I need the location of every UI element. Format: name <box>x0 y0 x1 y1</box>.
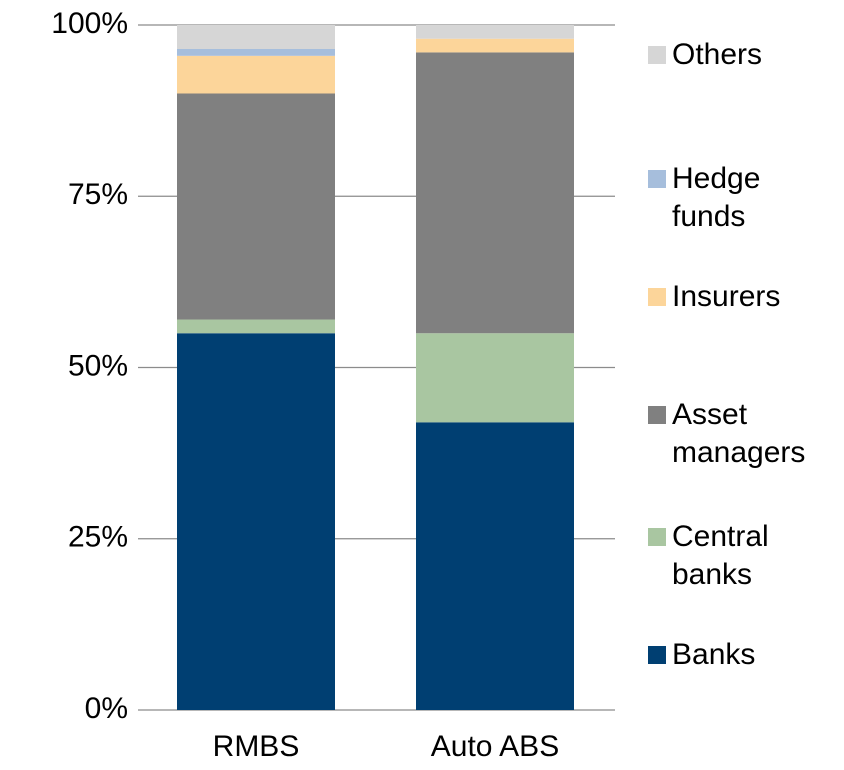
bar-segment <box>416 52 574 334</box>
legend-swatch <box>648 46 666 64</box>
bar-segment <box>177 319 335 334</box>
bar-segment <box>177 93 335 320</box>
y-tick-label: 25% <box>68 521 128 554</box>
legend-label: Others <box>672 38 763 71</box>
y-tick-label: 0% <box>85 692 128 725</box>
bar-segment <box>177 48 335 56</box>
legend-label: Hedge funds <box>672 162 761 233</box>
legend-item: Asset managers <box>648 396 805 472</box>
y-tick-label: 75% <box>68 178 128 211</box>
legend-label: Banks <box>672 638 756 671</box>
legend-label: Insurers <box>672 280 781 313</box>
bar-segment <box>177 55 335 94</box>
legend-swatch <box>648 406 666 424</box>
bar-segment <box>416 38 574 53</box>
y-tick-label: 100% <box>51 7 128 40</box>
legend-swatch <box>648 170 666 188</box>
legend-item: Banks <box>648 636 755 674</box>
y-tick-label: 50% <box>68 349 128 382</box>
bar-segment <box>416 333 574 423</box>
bar-segment <box>416 25 574 39</box>
bar-segment <box>416 422 574 710</box>
x-tick-label: RMBS <box>213 730 300 763</box>
bar-segment <box>177 25 335 49</box>
legend-item: Central banks <box>648 518 769 594</box>
legend-swatch <box>648 288 666 306</box>
legend-item: Insurers <box>648 278 780 316</box>
legend-label: Central banks <box>672 520 769 591</box>
x-tick-label: Auto ABS <box>431 730 559 763</box>
legend-item: Hedge funds <box>648 160 760 236</box>
legend-swatch <box>648 528 666 546</box>
legend-label: Asset managers <box>672 398 806 469</box>
bar-segment <box>177 333 335 710</box>
legend-item: Others <box>648 36 762 74</box>
legend-swatch <box>648 646 666 664</box>
